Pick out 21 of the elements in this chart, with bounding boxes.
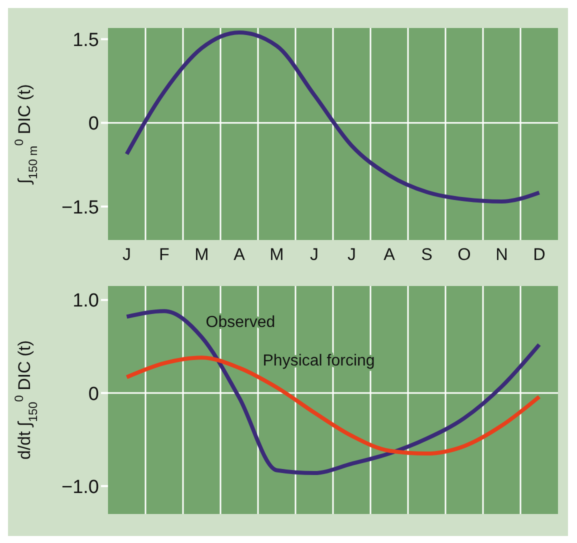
x-tick-label: M <box>194 245 209 264</box>
y-tick-label: −1.5 <box>61 197 99 218</box>
line-series <box>124 309 542 476</box>
x-tick-label: N <box>496 245 508 264</box>
line-series <box>124 356 542 456</box>
x-tick-label: A <box>384 245 396 264</box>
y-tick-label: 1.0 <box>72 290 99 312</box>
x-tick-label: J <box>122 245 131 264</box>
y-tick-label: −1.0 <box>61 476 99 498</box>
x-tick-label: M <box>270 245 284 264</box>
line-series <box>124 30 542 204</box>
y-tick-label: 0 <box>88 384 99 405</box>
x-tick-label: A <box>234 245 246 264</box>
y-tick-label: 0 <box>88 114 99 135</box>
x-tick-label: O <box>458 245 471 264</box>
x-tick-label: S <box>421 245 432 264</box>
x-tick-label: J <box>348 245 356 264</box>
y-tick-label: 1.5 <box>72 30 99 51</box>
x-tick-label: D <box>533 245 546 264</box>
x-tick-label: F <box>159 245 170 264</box>
x-tick-label: J <box>310 245 318 264</box>
